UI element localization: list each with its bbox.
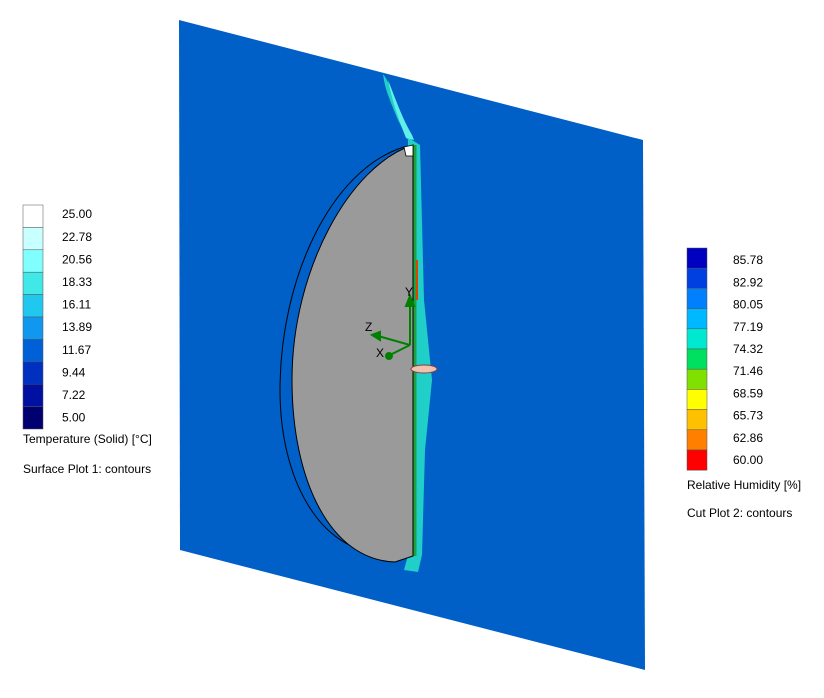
legend-label: 80.05	[733, 298, 763, 312]
temperature-legend: 25.00 22.78 20.56 18.33 16.11 13.89 11.67 9.44 7…	[22, 204, 152, 476]
legend-label: 71.46	[733, 364, 763, 378]
legend-label: 77.19	[733, 320, 763, 334]
legend-swatch	[686, 389, 708, 410]
legend-label: 18.33	[62, 275, 92, 289]
legend-swatch	[686, 429, 708, 451]
legend-swatch	[22, 204, 44, 228]
legend-label: 9.44	[62, 365, 86, 379]
disk-back-outline	[279, 146, 405, 554]
legend-label: 5.00	[62, 411, 86, 425]
legend-swatch	[22, 339, 44, 363]
legend-label: 25.00	[62, 207, 92, 221]
cut-contour-light	[388, 80, 414, 140]
legend-label: 82.92	[733, 275, 763, 289]
legend-label: 16.11	[62, 298, 91, 312]
legend-title: Temperature (Solid) [°C]	[23, 432, 152, 446]
plot-name: Cut Plot 2: contours	[687, 506, 792, 520]
legend-label: 11.67	[62, 343, 91, 357]
disk-face	[291, 144, 414, 563]
legend-label: 85.78	[733, 253, 763, 267]
legend-swatch	[22, 227, 44, 251]
legend-swatch	[22, 383, 44, 407]
humidity-legend: 85.78 82.92 80.05 77.19 74.32 71.46 68.59 65.73…	[686, 247, 801, 520]
legend-swatch	[686, 368, 708, 390]
legend-label: 68.59	[733, 386, 763, 400]
legend-swatch	[686, 328, 708, 350]
legend-label: 13.89	[62, 320, 92, 334]
triad-x: X	[376, 346, 384, 360]
legend-label: 60.00	[733, 453, 763, 467]
triad-z: Z	[365, 320, 372, 334]
legend-label: 74.32	[733, 342, 763, 356]
legend-swatch	[686, 288, 708, 309]
legend-swatch	[686, 348, 708, 370]
triad-y: Y	[405, 285, 413, 299]
legend-swatch	[686, 267, 708, 289]
legend-label: 20.56	[62, 252, 92, 266]
legend-swatch	[22, 271, 44, 295]
legend-swatch	[686, 449, 708, 471]
legend-label: 65.73	[733, 409, 763, 423]
disk-edge	[403, 144, 414, 157]
legend-title: Relative Humidity [%]	[687, 478, 801, 492]
legend-swatch	[22, 316, 44, 340]
legend-swatch	[686, 247, 708, 269]
legend-swatch	[686, 308, 708, 330]
legend-swatch	[686, 409, 708, 431]
legend-label: 7.22	[62, 388, 86, 402]
probe	[410, 364, 438, 374]
legend-swatch	[22, 406, 44, 430]
legend-swatch	[22, 294, 44, 318]
legend-swatch	[22, 361, 44, 385]
legend-swatch	[22, 249, 44, 273]
legend-label: 62.86	[733, 431, 763, 445]
plot-name: Surface Plot 1: contours	[23, 462, 151, 476]
cut-contour	[383, 74, 432, 572]
triad	[369, 293, 416, 360]
legend-label: 22.78	[62, 230, 92, 244]
